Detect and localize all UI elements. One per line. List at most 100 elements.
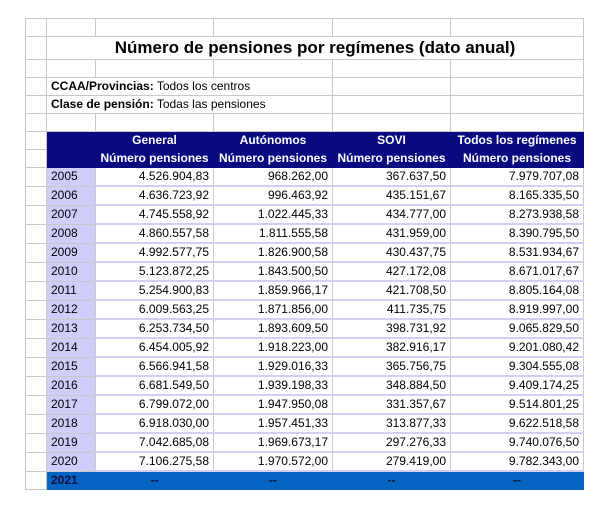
year-cell[interactable]: 2014 [46,337,96,358]
value-cell[interactable]: 9.201.080,42 [450,337,584,358]
value-cell[interactable]: 8.805.164,08 [450,280,584,301]
value-cell[interactable]: 1.918.223,00 [213,337,333,358]
cell[interactable] [95,59,214,78]
value-cell[interactable]: -- [95,470,214,490]
value-cell[interactable]: 4.992.577,75 [95,242,214,263]
value-cell[interactable]: 6.454.005,92 [95,337,214,358]
value-cell[interactable]: 382.916,17 [332,337,451,358]
cell[interactable] [332,95,451,114]
column-header-todos[interactable]: Todos los regímenes [450,131,584,150]
value-cell[interactable]: -- [332,470,451,490]
year-cell[interactable]: 2012 [46,299,96,320]
value-cell[interactable]: 8.919.997,00 [450,299,584,320]
value-cell[interactable]: 8.531.934,67 [450,242,584,263]
value-cell[interactable]: 968.262,00 [213,167,333,187]
value-cell[interactable]: 9.409.174,25 [450,375,584,396]
value-cell[interactable]: 279.419,00 [332,451,451,472]
cell[interactable] [25,261,47,282]
value-cell[interactable]: 1.859.966,17 [213,280,333,301]
cell[interactable] [95,113,214,132]
year-cell[interactable]: 2017 [46,394,96,415]
cell[interactable] [450,113,584,132]
year-cell[interactable]: 2005 [46,167,96,187]
cell[interactable] [213,59,333,78]
value-cell[interactable]: 1.947.950,08 [213,394,333,415]
value-cell[interactable]: 1.826.900,58 [213,242,333,263]
cell[interactable] [25,113,47,132]
cell[interactable] [25,223,47,244]
value-cell[interactable]: -- [213,470,333,490]
value-cell[interactable]: 8.390.795,50 [450,223,584,244]
cell[interactable] [213,113,333,132]
value-cell[interactable]: 1.871.856,00 [213,299,333,320]
cell[interactable] [46,59,96,78]
year-cell[interactable]: 2007 [46,204,96,225]
cell[interactable] [25,36,47,60]
cell[interactable] [25,77,47,96]
cell[interactable] [25,394,47,415]
value-cell[interactable]: 1.970.572,00 [213,451,333,472]
value-cell[interactable]: -- [450,470,584,490]
cell[interactable] [25,95,47,114]
value-cell[interactable]: 430.437,75 [332,242,451,263]
value-cell[interactable]: 8.273.938,58 [450,204,584,225]
value-cell[interactable]: 6.253.734,50 [95,318,214,339]
year-cell[interactable]: 2020 [46,451,96,472]
cell[interactable] [25,280,47,301]
year-cell[interactable]: 2015 [46,356,96,377]
year-cell[interactable]: 2013 [46,318,96,339]
value-cell[interactable]: 297.276,33 [332,432,451,453]
value-cell[interactable]: 1.811.555,58 [213,223,333,244]
cell[interactable] [25,356,47,377]
cell[interactable] [25,167,47,187]
value-cell[interactable]: 1.957.451,33 [213,413,333,434]
cell[interactable] [332,113,451,132]
cell[interactable] [25,451,47,472]
value-cell[interactable]: 6.799.072,00 [95,394,214,415]
value-cell[interactable]: 4.860.557,58 [95,223,214,244]
value-cell[interactable]: 7.042.685,08 [95,432,214,453]
value-cell[interactable]: 427.172,08 [332,261,451,282]
value-cell[interactable]: 5.254.900,83 [95,280,214,301]
value-cell[interactable]: 4.526.904,83 [95,167,214,187]
cell[interactable] [25,413,47,434]
value-cell[interactable]: 411.735,75 [332,299,451,320]
cell[interactable] [25,318,47,339]
cell[interactable] [25,470,47,490]
value-cell[interactable]: 9.622.518,58 [450,413,584,434]
year-cell[interactable]: 2018 [46,413,96,434]
cell[interactable] [25,149,47,168]
year-cell[interactable]: 2008 [46,223,96,244]
value-cell[interactable]: 8.671.017,67 [450,261,584,282]
column-subheader[interactable]: Número pensiones [213,149,333,168]
cell[interactable] [25,59,47,78]
value-cell[interactable]: 6.566.941,58 [95,356,214,377]
value-cell[interactable]: 331.357,67 [332,394,451,415]
value-cell[interactable]: 4.745.558,92 [95,204,214,225]
value-cell[interactable]: 7.106.275,58 [95,451,214,472]
cell[interactable] [450,59,584,78]
cell[interactable] [213,18,333,37]
value-cell[interactable]: 9.740.076,50 [450,432,584,453]
value-cell[interactable]: 431.959,00 [332,223,451,244]
value-cell[interactable]: 6.009.563,25 [95,299,214,320]
cell[interactable] [25,375,47,396]
header-cell[interactable] [46,149,96,168]
year-cell[interactable]: 2010 [46,261,96,282]
year-cell[interactable]: 2019 [46,432,96,453]
cell[interactable] [25,432,47,453]
cell[interactable] [95,18,214,37]
value-cell[interactable]: 9.065.829,50 [450,318,584,339]
cell[interactable] [450,95,584,114]
value-cell[interactable]: 1.929.016,33 [213,356,333,377]
value-cell[interactable]: 1.843.500,50 [213,261,333,282]
value-cell[interactable]: 9.782.343,00 [450,451,584,472]
cell[interactable] [46,113,96,132]
value-cell[interactable]: 7.979.707,08 [450,167,584,187]
cell[interactable] [46,18,96,37]
value-cell[interactable]: 313.877,33 [332,413,451,434]
column-header-sovi[interactable]: SOVI [332,131,451,150]
value-cell[interactable]: 9.304.555,08 [450,356,584,377]
cell[interactable] [332,77,451,96]
year-cell[interactable]: 2011 [46,280,96,301]
